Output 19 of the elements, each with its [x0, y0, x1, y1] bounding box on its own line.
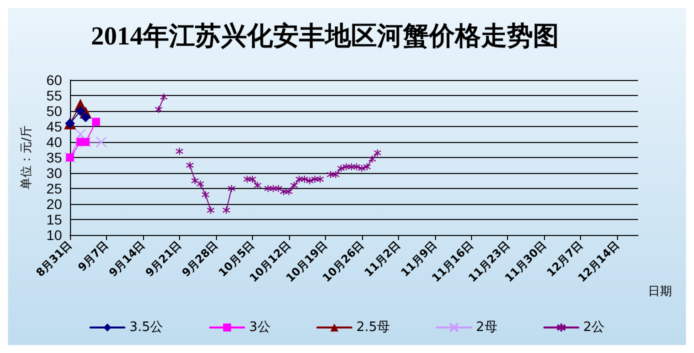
- legend-label: 2.5母: [356, 320, 390, 335]
- y-tick-label: 25: [46, 180, 62, 196]
- y-tick-label: 60: [46, 72, 62, 88]
- y-tick-label: 35: [46, 150, 62, 166]
- y-tick-label: 20: [46, 196, 62, 212]
- y-tick-label: 15: [46, 212, 62, 228]
- legend-label: 2母: [476, 320, 498, 335]
- y-tick-label: 50: [46, 103, 62, 119]
- x-axis-title: 日期: [648, 284, 672, 298]
- legend-label: 3.5公: [129, 320, 164, 335]
- legend-label: 2公: [583, 320, 605, 335]
- y-tick-label: 40: [46, 134, 62, 150]
- chart-title: 2014年江苏兴化安丰地区河蟹价格走势图: [91, 22, 559, 50]
- y-axis-title: 单位：元/斤: [19, 125, 33, 190]
- y-tick-label: 55: [46, 88, 62, 104]
- y-tick-label: 45: [46, 118, 62, 134]
- legend-label: 3公: [249, 320, 270, 335]
- y-tick-label: 30: [46, 165, 62, 181]
- y-tick-label: 10: [46, 227, 62, 243]
